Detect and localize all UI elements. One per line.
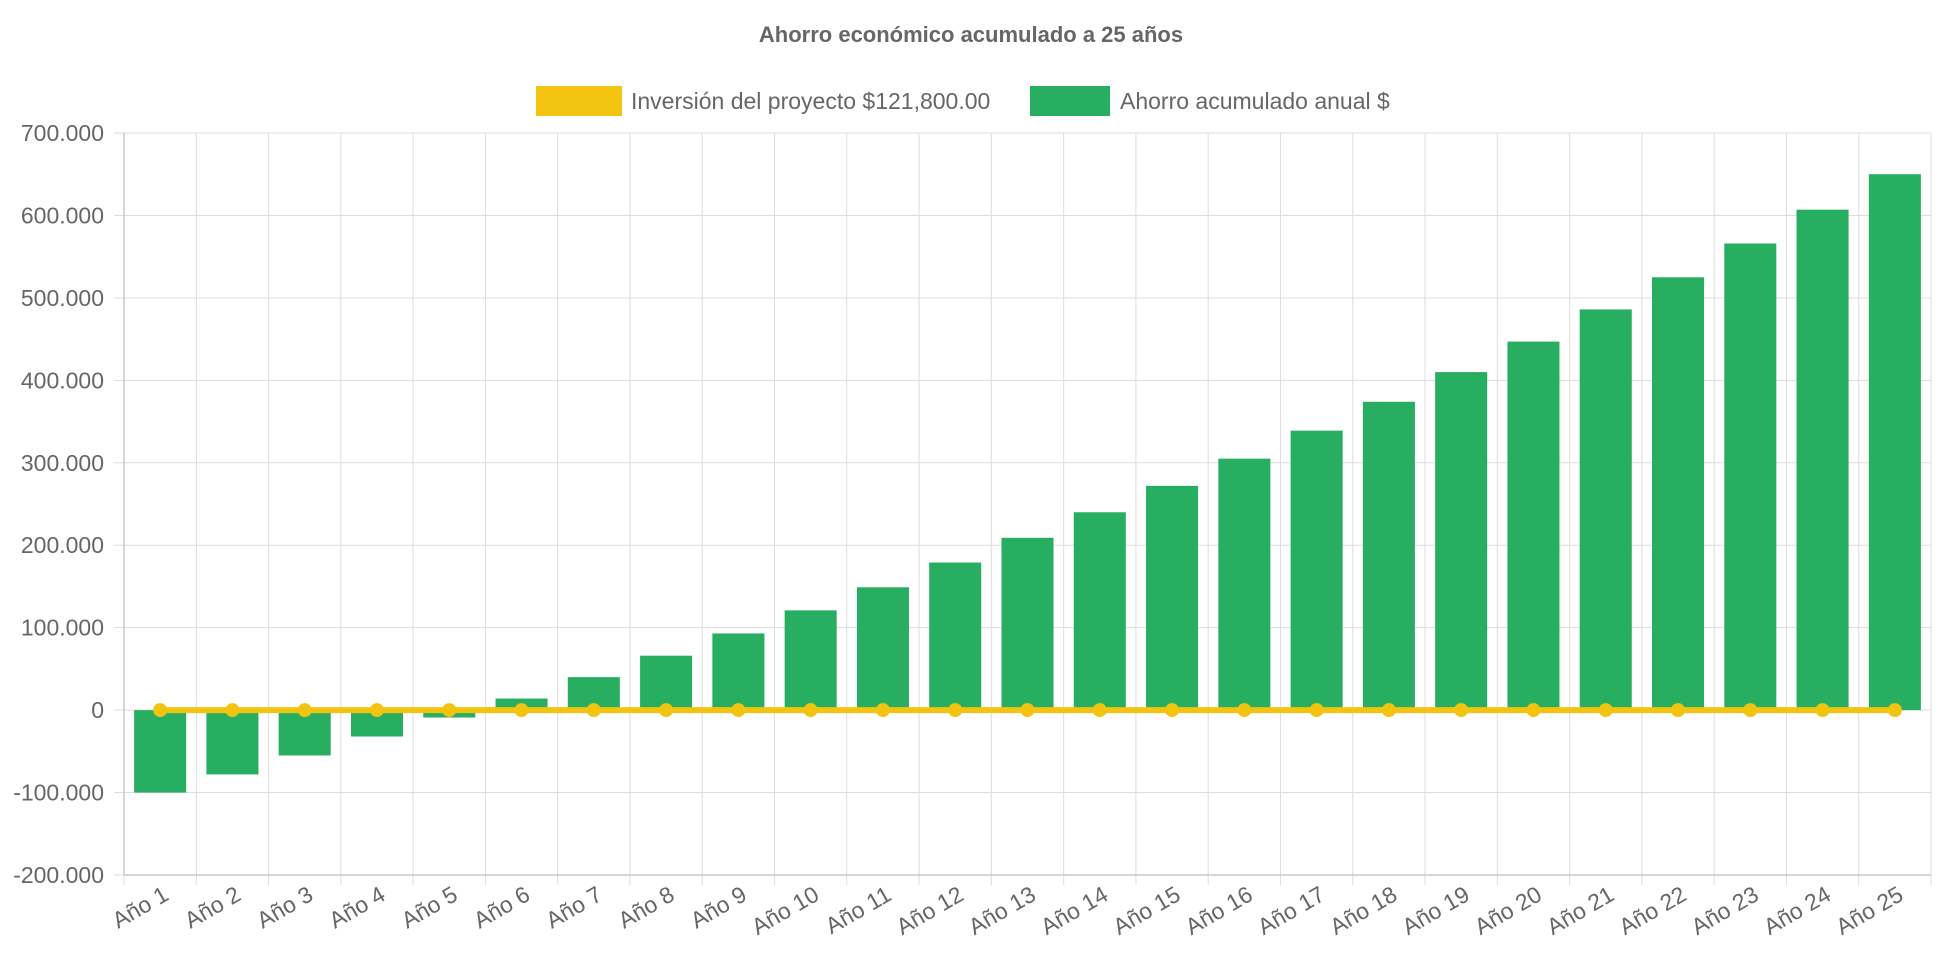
savings-bar[interactable] (1001, 537, 1054, 711)
x-tick-label: Año 25 (1831, 881, 1907, 940)
x-tick-label: Año 2 (180, 881, 245, 934)
x-tick-label: Año 11 (821, 881, 896, 939)
x-tick-label: Año 16 (1181, 881, 1257, 940)
savings-bars (134, 174, 1921, 793)
investment-point[interactable] (1671, 703, 1686, 718)
savings-bar[interactable] (206, 710, 259, 775)
investment-point[interactable] (948, 703, 963, 718)
investment-line (153, 703, 1902, 718)
x-tick-label: Año 13 (964, 881, 1040, 940)
investment-point[interactable] (875, 703, 890, 718)
legend-label-investment: Inversión del proyecto $121,800.00 (631, 88, 990, 114)
savings-bar[interactable] (1146, 485, 1199, 711)
x-tick-label: Año 18 (1325, 881, 1401, 940)
x-tick-label: Año 17 (1253, 881, 1329, 940)
x-tick-label: Año 6 (469, 881, 534, 934)
legend: Inversión del proyecto $121,800.00 Ahorr… (536, 86, 1390, 116)
y-axis: 700.000 600.000 500.000 400.000 300.000 200.0… (13, 120, 125, 888)
savings-bar[interactable] (1507, 341, 1560, 711)
savings-bar[interactable] (1651, 277, 1705, 711)
x-tick-label: Año 10 (747, 881, 823, 940)
investment-point[interactable] (1092, 703, 1107, 718)
savings-bar[interactable] (640, 655, 693, 711)
savings-bar[interactable] (1290, 430, 1343, 711)
investment-point[interactable] (1165, 703, 1180, 718)
x-tick-label: Año 1 (108, 881, 173, 934)
savings-bar[interactable] (1868, 174, 1921, 711)
x-tick-label: Año 12 (892, 881, 968, 940)
investment-point[interactable] (1887, 703, 1902, 718)
savings-bar[interactable] (712, 633, 765, 711)
investment-point[interactable] (297, 703, 312, 718)
investment-point[interactable] (1454, 703, 1469, 718)
investment-point[interactable] (1526, 703, 1541, 718)
savings-bar[interactable] (1218, 458, 1271, 711)
y-tick-label: 700.000 (21, 120, 104, 146)
investment-point[interactable] (1815, 703, 1830, 718)
y-tick-label: 300.000 (21, 450, 104, 476)
savings-bar[interactable] (929, 562, 982, 711)
legend-label-savings: Ahorro acumulado anual $ (1120, 88, 1390, 114)
investment-point[interactable] (731, 703, 746, 718)
x-tick-label: Año 20 (1470, 881, 1546, 940)
y-tick-label: 400.000 (21, 367, 104, 393)
x-tick-label: Año 7 (541, 881, 606, 934)
y-tick-label: 0 (91, 697, 104, 723)
x-tick-label: Año 14 (1036, 881, 1112, 940)
legend-item-savings[interactable]: Ahorro acumulado anual $ (1030, 86, 1390, 116)
savings-bar[interactable] (1435, 372, 1488, 711)
x-tick-label: Año 4 (324, 881, 389, 934)
investment-point[interactable] (586, 703, 601, 718)
investment-point[interactable] (803, 703, 818, 718)
x-tick-label: Año 24 (1759, 881, 1835, 940)
investment-point[interactable] (1381, 703, 1396, 718)
savings-bar[interactable] (1073, 512, 1126, 711)
savings-bar[interactable] (278, 710, 331, 756)
x-tick-label: Año 19 (1398, 881, 1474, 940)
legend-item-investment[interactable]: Inversión del proyecto $121,800.00 (536, 86, 990, 116)
x-tick-label: Año 3 (252, 881, 317, 934)
x-tick-label: Año 9 (686, 881, 751, 934)
investment-point[interactable] (153, 703, 168, 718)
legend-swatch-savings (1030, 86, 1110, 116)
savings-bar[interactable] (134, 710, 187, 793)
x-tick-label: Año 15 (1108, 881, 1184, 940)
savings-bar[interactable] (1362, 401, 1415, 711)
savings-bar[interactable] (1579, 309, 1632, 711)
investment-point[interactable] (369, 703, 384, 718)
x-tick-label: Año 8 (614, 881, 679, 934)
x-tick-label: Año 21 (1542, 881, 1618, 940)
investment-point[interactable] (1309, 703, 1324, 718)
investment-point[interactable] (225, 703, 240, 718)
y-tick-label: -200.000 (13, 862, 104, 888)
investment-point[interactable] (1237, 703, 1252, 718)
investment-point[interactable] (1020, 703, 1035, 718)
grid-lines (114, 132, 1932, 885)
y-tick-label: 100.000 (21, 615, 104, 641)
investment-point[interactable] (659, 703, 674, 718)
x-tick-label: Año 23 (1687, 881, 1763, 940)
x-axis: Año 1 Año 2 Año 3 Año 4 Año 5 Año 6 Año 7 Año 8… (108, 874, 1931, 940)
savings-bar[interactable] (1724, 243, 1777, 711)
y-tick-label: 200.000 (21, 532, 104, 558)
savings-bar[interactable] (784, 610, 837, 711)
x-tick-label: Año 22 (1614, 881, 1690, 940)
y-tick-label: 600.000 (21, 202, 104, 228)
savings-bar[interactable] (1796, 209, 1849, 711)
investment-point[interactable] (1598, 703, 1613, 718)
savings-bar[interactable] (856, 587, 909, 711)
y-tick-label: 500.000 (21, 285, 104, 311)
investment-point[interactable] (442, 703, 457, 718)
y-tick-label: -100.000 (13, 780, 104, 806)
investment-point[interactable] (1743, 703, 1758, 718)
chart-title: Ahorro económico acumulado a 25 años (759, 22, 1183, 47)
x-tick-label: Año 5 (397, 881, 462, 934)
investment-point[interactable] (514, 703, 529, 718)
legend-swatch-investment (536, 86, 622, 116)
